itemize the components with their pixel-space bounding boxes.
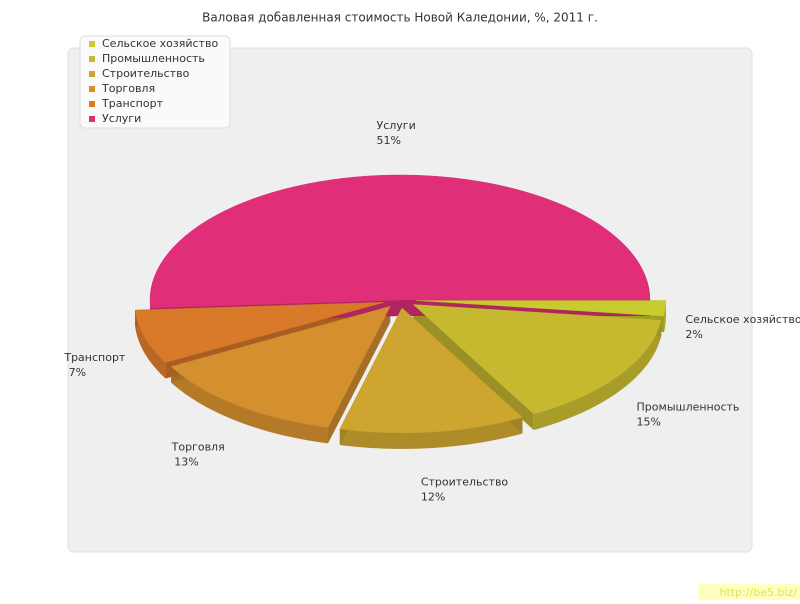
slice-label: Сельское хозяйство <box>685 313 800 326</box>
slice-value-label: 7% <box>69 366 86 379</box>
legend-label: Строительство <box>102 67 190 80</box>
slice-label: Услуги <box>377 119 416 132</box>
slice-label: Торговля <box>171 440 225 453</box>
legend-swatch <box>89 116 95 122</box>
legend-label: Транспорт <box>101 97 164 110</box>
slice-label: Строительство <box>421 476 509 489</box>
chart-title: Валовая добавленная стоимость Новой Кале… <box>202 11 598 25</box>
slice-value-label: 51% <box>377 134 401 147</box>
slice-value-label: 2% <box>685 328 702 341</box>
legend-swatch <box>89 56 95 62</box>
legend-label: Торговля <box>101 82 155 95</box>
slice-value-label: 15% <box>637 415 661 428</box>
legend-swatch <box>89 71 95 77</box>
slice-value-label: 12% <box>421 491 445 504</box>
legend-swatch <box>89 101 95 107</box>
watermark: http://be5.biz/ <box>720 586 798 599</box>
slice-value-label: 13% <box>174 455 198 468</box>
legend-swatch <box>89 41 95 47</box>
legend: Сельское хозяйство Промышленность Строител… <box>80 36 230 128</box>
legend-label: Услуги <box>102 112 141 125</box>
legend-swatch <box>89 86 95 92</box>
legend-label: Промышленность <box>102 52 205 65</box>
slice-label: Транспорт <box>63 351 126 364</box>
slice-label: Промышленность <box>637 400 740 413</box>
legend-label: Сельское хозяйство <box>102 37 218 50</box>
